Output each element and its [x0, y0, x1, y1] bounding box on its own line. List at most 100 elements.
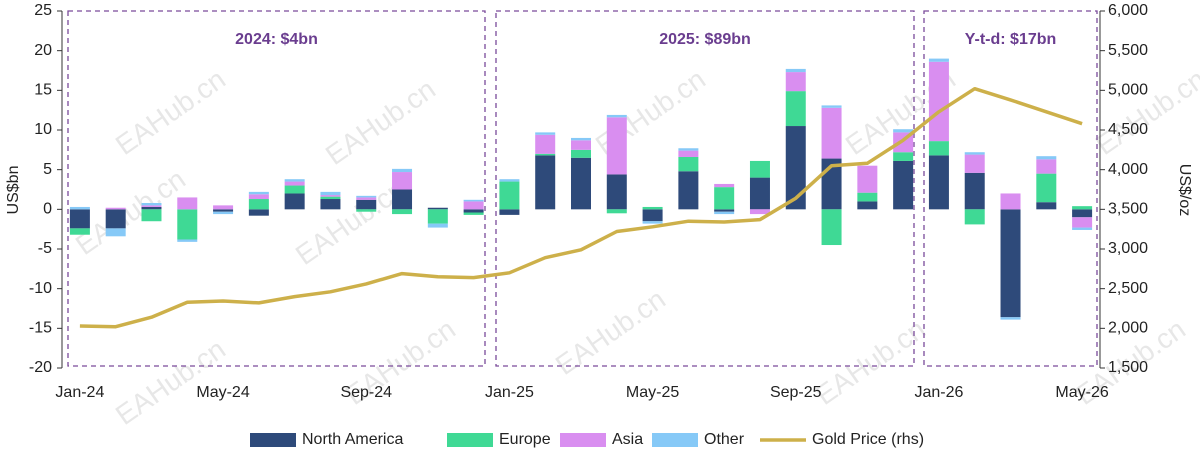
bar — [678, 171, 699, 210]
bar — [535, 132, 556, 135]
bar — [857, 201, 878, 210]
bar — [392, 209, 413, 215]
bar — [69, 209, 90, 229]
legend-swatch — [560, 433, 606, 447]
x-tick-label: Jan-25 — [485, 384, 534, 401]
bar — [642, 209, 663, 222]
annotation: 2025: $89bn — [659, 31, 751, 48]
bar — [928, 155, 949, 210]
bar — [499, 181, 520, 210]
watermark: EAHub.cn — [810, 313, 931, 411]
bar — [284, 193, 305, 210]
bar — [356, 209, 377, 212]
bar — [141, 206, 162, 210]
y2-tick-label: 2,000 — [1108, 320, 1148, 337]
bar — [392, 172, 413, 190]
legend-label: North America — [302, 431, 403, 448]
y-tick-label: -5 — [38, 240, 52, 257]
bar — [893, 160, 914, 210]
bar — [606, 209, 627, 214]
bar — [571, 157, 591, 210]
bar — [964, 209, 985, 225]
bar — [928, 141, 949, 156]
bar — [785, 72, 806, 92]
bar — [1000, 193, 1021, 210]
gold-line — [79, 86, 1083, 329]
bar — [213, 205, 234, 210]
bar — [320, 191, 341, 196]
bar — [642, 221, 663, 224]
bar — [499, 209, 520, 215]
bar — [821, 105, 842, 108]
y-tick-label: 5 — [43, 161, 52, 178]
bar — [857, 165, 878, 193]
bar — [463, 199, 484, 202]
y-axis-label: US$bn — [5, 166, 22, 215]
x-tick-label: May-25 — [626, 384, 679, 401]
bar — [749, 160, 770, 178]
watermark: EAHub.cn — [110, 333, 231, 431]
y2-tick-label: 6,000 — [1108, 2, 1148, 19]
bar — [714, 211, 735, 215]
bar — [248, 194, 269, 200]
bar — [1072, 206, 1093, 210]
bar — [1072, 217, 1093, 228]
period-box — [923, 10, 1098, 367]
legend-label: Other — [704, 431, 745, 448]
bar — [105, 228, 126, 237]
watermark: EAHub.cn — [1090, 63, 1200, 161]
bar — [141, 209, 162, 222]
bar — [678, 150, 699, 157]
y2-tick-label: 5,500 — [1108, 42, 1148, 59]
bar — [320, 196, 341, 200]
bar — [69, 206, 90, 210]
bar — [714, 187, 735, 210]
bar — [356, 197, 377, 200]
bar — [427, 207, 448, 210]
bar — [785, 68, 806, 73]
watermark: EAHub.cn — [110, 63, 231, 161]
bar — [928, 58, 949, 62]
bar — [1000, 317, 1021, 320]
y2-tick-label: 2,500 — [1108, 280, 1148, 297]
bar — [463, 212, 484, 215]
bar — [964, 152, 985, 155]
x-tick-label: Sep-24 — [340, 384, 392, 401]
y-tick-label: 20 — [34, 42, 52, 59]
bar — [392, 189, 413, 210]
bar — [177, 197, 198, 210]
x-tick-label: May-26 — [1055, 384, 1108, 401]
bar — [356, 195, 377, 198]
y-tick-label: 25 — [34, 2, 52, 19]
y-tick-label: 15 — [34, 82, 52, 99]
y-tick-label: -20 — [29, 359, 52, 376]
bar — [69, 228, 90, 235]
bar — [1036, 202, 1057, 210]
legend-label: Gold Price (rhs) — [812, 431, 924, 448]
bar — [213, 211, 234, 215]
bar — [284, 181, 305, 186]
bar — [141, 205, 162, 207]
legend-swatch — [652, 433, 698, 447]
legend-swatch — [250, 433, 296, 447]
bar — [928, 61, 949, 142]
bar — [571, 149, 591, 158]
y2-tick-label: 5,000 — [1108, 82, 1148, 99]
y-tick-label: -15 — [29, 320, 52, 337]
annotation: 2024: $4bn — [235, 31, 318, 48]
bar — [105, 209, 126, 229]
bar — [785, 91, 806, 127]
y2-tick-label: 1,500 — [1108, 359, 1148, 376]
bar — [1072, 227, 1093, 230]
bar — [1072, 209, 1093, 218]
bar — [964, 154, 985, 173]
bar — [427, 209, 448, 224]
y2-tick-label: 3,000 — [1108, 240, 1148, 257]
bar — [535, 134, 556, 154]
x-tick-label: Jan-26 — [914, 384, 963, 401]
watermark: EAHub.cn — [320, 73, 441, 171]
bar — [749, 209, 770, 215]
bar — [606, 174, 627, 210]
bar — [785, 126, 806, 210]
bar — [749, 177, 770, 210]
